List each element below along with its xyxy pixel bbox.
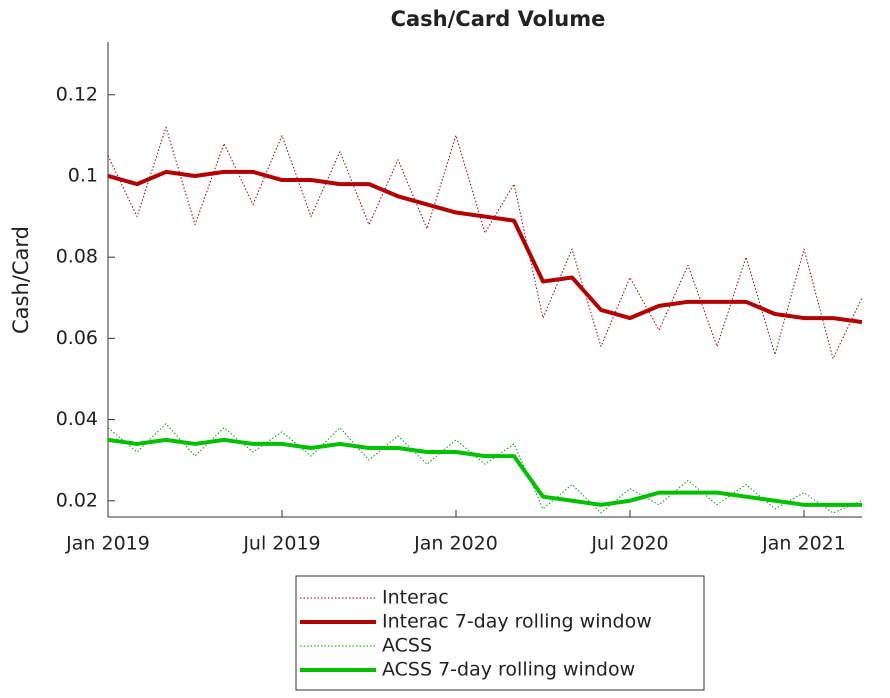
legend-label: ACSS [382, 635, 432, 657]
data-line [107, 126, 863, 360]
y-tick-label: 0.12 [56, 83, 98, 105]
data-line [107, 423, 863, 514]
legend-label: Interac [382, 587, 449, 609]
x-tick-label: Jan 2019 [65, 533, 150, 555]
x-tick-label: Jul 2020 [590, 533, 668, 555]
y-axis-label: Cash/Card [9, 226, 33, 334]
chart-title: Cash/Card Volume [391, 7, 606, 31]
y-tick-label: 0.06 [56, 327, 98, 349]
y-tick-label: 0.02 [56, 489, 98, 511]
data-line [107, 169, 863, 325]
legend-label: Interac 7-day rolling window [382, 611, 652, 633]
x-tick-label: Jul 2019 [242, 533, 320, 555]
x-tick-label: Jan 2020 [413, 533, 498, 555]
y-tick-label: 0.04 [56, 408, 98, 430]
y-tick-label: 0.08 [56, 246, 98, 268]
data-line [107, 437, 862, 507]
legend-label: ACSS 7-day rolling window [382, 659, 635, 681]
x-tick-label: Jan 2021 [761, 533, 846, 555]
y-tick-label: 0.1 [68, 164, 98, 186]
